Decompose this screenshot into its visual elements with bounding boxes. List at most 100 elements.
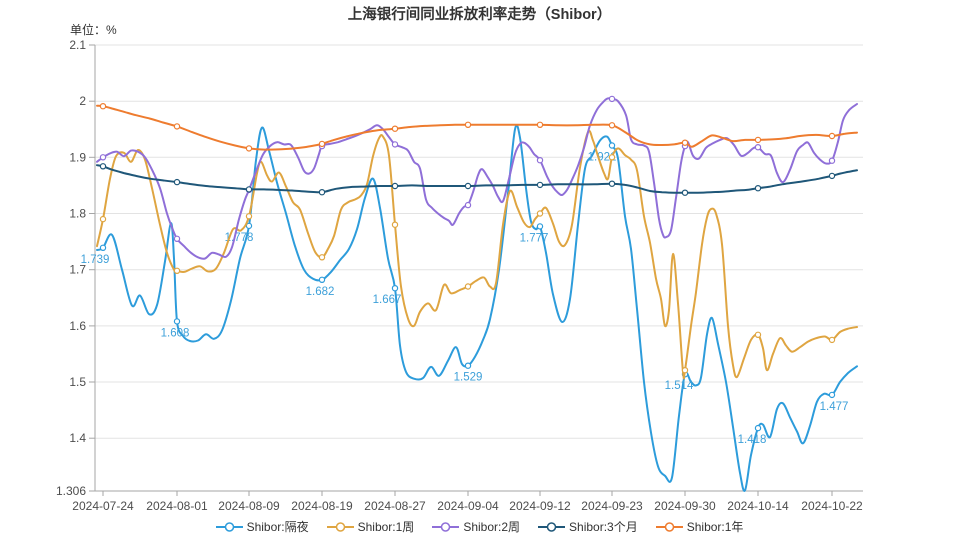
legend-item-label: Shibor:2周 [463, 520, 521, 534]
data-point-label: 1.418 [738, 434, 767, 446]
x-axis-label: 2024-08-19 [291, 499, 353, 513]
data-point-label: 1.778 [225, 232, 254, 244]
data-point-label: 1.682 [306, 286, 335, 298]
series-2-line [96, 95, 858, 260]
data-point-marker [99, 215, 107, 223]
data-point-marker [464, 201, 472, 209]
data-point-label: 1.477 [820, 401, 849, 413]
data-point-marker [754, 424, 762, 432]
series-path [96, 104, 858, 151]
series-0-line: 1.739 1.608 1.778 1.682 1.667 1.529 1.777 1.921… [81, 124, 858, 492]
data-point-marker [681, 189, 689, 196]
data-point-marker [464, 182, 472, 190]
data-point-marker [536, 121, 544, 129]
legend-item-label: Shibor:1周 [357, 520, 415, 534]
data-point-marker [828, 157, 836, 164]
data-point-marker [754, 331, 762, 338]
data-point-label: 1.608 [161, 327, 190, 339]
series-1-line [96, 129, 858, 380]
data-point-label: 1.777 [520, 232, 549, 244]
legend-line-marker-icon [538, 521, 566, 532]
y-axis-label: 1.9 [69, 150, 86, 164]
data-point-marker [173, 267, 181, 274]
series-path [96, 97, 858, 260]
y-axis-labels: 2.1 2 1.9 1.8 1.7 1.6 1.5 1.4 1.306 [56, 38, 95, 498]
data-point-marker [536, 223, 544, 230]
legend-line-marker-icon [432, 521, 460, 532]
data-point-marker [754, 143, 762, 151]
data-point-marker [608, 180, 616, 187]
data-point-marker [681, 367, 689, 374]
data-point-marker [828, 391, 836, 399]
data-point-label: 1.529 [454, 372, 483, 384]
axes [94, 45, 863, 492]
data-point-marker [99, 244, 107, 251]
data-point-marker [318, 188, 326, 196]
data-point-marker [391, 221, 399, 228]
series-3-line [96, 163, 858, 196]
series-path [96, 129, 858, 380]
x-axis-label: 2024-09-12 [509, 499, 571, 513]
legend-item-1[interactable]: Shibor:1周 [326, 518, 415, 535]
data-point-marker [245, 213, 253, 220]
y-axis-label: 1.8 [69, 207, 86, 221]
data-point-marker [608, 154, 616, 161]
legend-item-label: Shibor:1年 [686, 520, 744, 534]
series-4-line [96, 102, 858, 152]
x-axis-label: 2024-08-01 [146, 499, 208, 513]
data-point-marker [464, 121, 472, 129]
y-axis-label: 2.1 [69, 38, 86, 52]
data-point-label: 1.739 [81, 254, 110, 266]
data-point-label: 1.921 [588, 152, 617, 164]
legend-item-label: Shibor:3个月 [569, 520, 638, 534]
data-point-marker [536, 181, 544, 189]
data-point-marker [173, 318, 181, 325]
x-axis-label: 2024-09-23 [581, 499, 643, 513]
data-point-marker [828, 336, 836, 344]
x-axis-label: 2024-09-04 [437, 499, 499, 513]
data-point-label: 1.514 [665, 380, 694, 392]
x-axis-labels: 2024-07-24 2024-08-01 2024-08-09 2024-08-19… [72, 491, 863, 513]
data-point-marker [464, 362, 472, 369]
y-axis-unit-label: 单位：% [70, 23, 117, 37]
data-point-marker [318, 254, 326, 261]
x-axis-label: 2024-07-24 [72, 499, 134, 513]
data-point-marker [391, 182, 399, 190]
legend-item-2[interactable]: Shibor:2周 [432, 518, 520, 535]
data-point-marker [464, 283, 472, 290]
data-point-marker [536, 210, 544, 217]
y-axis-label: 1.5 [69, 375, 86, 389]
data-point-marker [391, 285, 399, 292]
data-point-marker [536, 156, 544, 164]
y-axis-label: 2 [79, 94, 86, 108]
data-point-marker [99, 102, 107, 110]
data-point-label: 1.667 [373, 294, 402, 306]
data-point-marker [245, 222, 253, 230]
data-point-marker [173, 178, 181, 186]
data-point-marker [608, 95, 616, 103]
legend-item-4[interactable]: Shibor:1年 [655, 518, 744, 535]
legend-line-marker-icon [215, 521, 243, 532]
x-axis-label: 2024-08-27 [364, 499, 426, 513]
x-axis-label: 2024-09-30 [654, 499, 716, 513]
data-point-marker [173, 123, 181, 130]
y-axis-label: 1.6 [69, 319, 86, 333]
data-point-marker [99, 154, 107, 161]
x-axis-label: 2024-10-14 [727, 499, 789, 513]
x-axis-label: 2024-08-09 [218, 499, 280, 513]
data-point-marker [245, 145, 253, 152]
data-point-marker [828, 172, 836, 180]
legend-item-label: Shibor:隔夜 [246, 520, 309, 534]
data-point-marker [608, 142, 616, 149]
data-point-marker [608, 122, 616, 129]
data-point-marker [391, 141, 399, 148]
data-point-marker [99, 163, 107, 170]
chart-title: 上海银行间同业拆放利率走势（Shibor） [347, 7, 612, 23]
data-point-marker [828, 132, 836, 140]
data-point-marker [318, 276, 326, 283]
legend-item-3[interactable]: Shibor:3个月 [538, 518, 638, 535]
y-axis-label: 1.7 [69, 263, 86, 277]
legend-item-0[interactable]: Shibor:隔夜 [215, 518, 309, 535]
